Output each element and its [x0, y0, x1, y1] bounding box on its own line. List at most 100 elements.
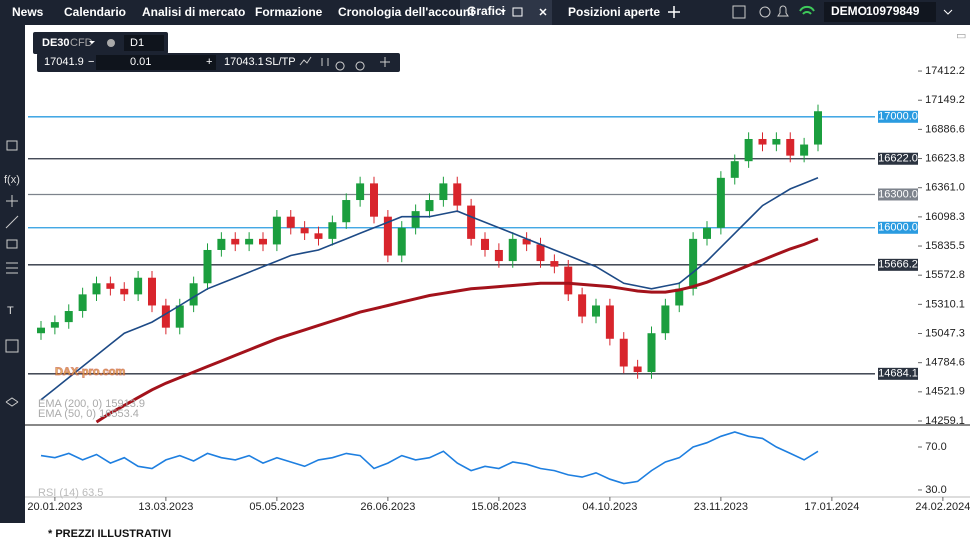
y-tick-label: 15310.1: [925, 298, 965, 310]
sltp-button[interactable]: SL/TP: [265, 56, 296, 68]
y-tick-label: 15835.5: [925, 240, 965, 252]
level-label-bg: [878, 367, 918, 380]
crosshair-tool[interactable]: [6, 195, 18, 207]
candle-body: [786, 138, 795, 156]
level-label-bg: [878, 152, 918, 165]
y-tick-label: 17149.2: [925, 94, 965, 106]
account-number: 10979849: [866, 4, 920, 18]
candle-body: [814, 111, 822, 145]
volume-box[interactable]: [96, 55, 216, 70]
line-tool[interactable]: [5, 215, 19, 229]
volume: 0.01: [130, 56, 151, 68]
dropdown-icon[interactable]: [500, 10, 506, 13]
share-tool[interactable]: [5, 397, 19, 407]
candle-body: [439, 183, 448, 201]
info-icon[interactable]: [107, 39, 115, 47]
candle-body: [800, 144, 809, 156]
candle-body: [703, 227, 711, 239]
candle-body: [92, 283, 101, 295]
x-tick-label: 15.08.2023: [471, 501, 526, 513]
candle-body: [356, 183, 365, 201]
bell-icon[interactable]: [777, 5, 789, 17]
candle-body: [314, 233, 323, 239]
level-label-bg: [878, 110, 918, 123]
nav-tab[interactable]: Cronologia dell'account: [338, 5, 474, 19]
candle-body: [328, 222, 337, 239]
candle-body: [425, 200, 434, 212]
bid-price[interactable]: 17041.9: [44, 56, 84, 68]
level-label-bg: [878, 188, 918, 201]
symbol-dropdown[interactable]: [89, 41, 95, 44]
fib-tool[interactable]: [6, 262, 18, 274]
nav-tab[interactable]: News: [12, 5, 44, 19]
text-tool[interactable]: T: [7, 305, 14, 317]
x-tick-label: 04.10.2023: [582, 501, 637, 513]
account-dropdown[interactable]: [943, 9, 953, 15]
candle-body: [481, 238, 489, 250]
candle-body: [50, 322, 59, 328]
layout-icon[interactable]: [732, 5, 746, 19]
candle-body: [148, 277, 156, 306]
candle-body: [370, 183, 378, 217]
candle-body: [78, 294, 87, 312]
candle-body: [411, 211, 420, 228]
candle-body: [175, 305, 184, 328]
nav-tab[interactable]: Analisi di mercato: [142, 5, 245, 19]
y-tick-label: 17412.2: [925, 65, 965, 77]
x-tick-label: 23.11.2023: [694, 501, 748, 513]
plot-area: 17412.2 17149.2 16886.6 16623.8 16361.0 16098…: [27, 65, 970, 513]
candle-body: [453, 183, 462, 206]
indicator-legend: EMA (50, 0) 16553.4: [38, 408, 139, 420]
candle-body: [467, 205, 476, 239]
y-tick-label: 16886.6: [925, 123, 965, 135]
candle-body: [744, 138, 753, 162]
candle-body: [647, 333, 656, 373]
watermark: DAX-pro.com: [55, 366, 126, 378]
footer-bg: [0, 523, 970, 543]
y-tick-label: 16098.3: [925, 211, 965, 223]
rect-tool[interactable]: [6, 239, 18, 249]
y-tick-label: 16623.8: [925, 152, 965, 164]
currency-icon[interactable]: [759, 6, 771, 18]
candle-body: [203, 249, 212, 284]
window-controls[interactable]: ▭ ✕: [956, 30, 970, 42]
timeframe-box[interactable]: [124, 35, 164, 51]
popout-icon[interactable]: [512, 7, 523, 17]
x-tick-label: 26.06.2023: [360, 501, 415, 513]
level-label: 15666.2: [878, 259, 918, 271]
level-label-bg: [878, 258, 918, 271]
x-tick-label: 17.01.2024: [804, 501, 859, 513]
ema-line: [40, 177, 819, 401]
ask-price[interactable]: 17043.1: [224, 56, 264, 68]
candle-body: [397, 227, 406, 256]
candle-body: [578, 294, 587, 317]
minus-button[interactable]: −: [88, 56, 94, 68]
layers-tool[interactable]: [5, 339, 19, 353]
candle-body: [550, 261, 559, 267]
level-label: 17000.0: [878, 111, 918, 123]
candle-body: [592, 305, 600, 317]
symbol[interactable]: DE30: [42, 37, 70, 49]
indicator-legend: EMA (200, 0) 15913.9: [38, 398, 145, 410]
fx-button[interactable]: f(x): [4, 174, 20, 186]
level-label: 14684.1: [878, 368, 918, 380]
close-icon[interactable]: [539, 8, 547, 16]
plus-button[interactable]: +: [206, 56, 212, 68]
y-tick-label: 16361.0: [925, 182, 965, 194]
tool-icon[interactable]: [6, 140, 18, 151]
x-tick-label: 24.02.2024: [915, 501, 970, 513]
account-box[interactable]: [824, 2, 936, 22]
add-tab-icon[interactable]: [668, 6, 680, 18]
candle-body: [675, 288, 684, 306]
chart-tools[interactable]: [299, 56, 390, 71]
candle-body: [772, 138, 781, 145]
level-label: 16300.0: [878, 188, 918, 200]
candle-body: [106, 283, 115, 289]
nav-tab[interactable]: Grafici: [467, 4, 505, 18]
nav-tab[interactable]: Formazione: [255, 5, 323, 19]
candle-body: [605, 305, 614, 339]
y-tick-label: 14521.9: [925, 386, 965, 398]
nav-tab[interactable]: Posizioni aperte: [568, 5, 660, 19]
nav-tab[interactable]: Calendario: [64, 5, 126, 19]
